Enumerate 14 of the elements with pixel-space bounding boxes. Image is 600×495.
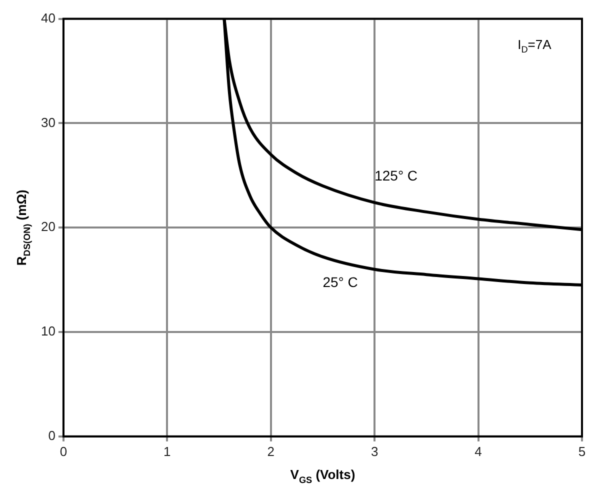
y-axis-title: RDS(ON) (mΩ)	[14, 190, 32, 266]
x-tick-label: 4	[474, 444, 482, 459]
series-label: 125° C	[374, 168, 418, 184]
x-tick-label: 5	[578, 444, 586, 459]
x-tick-label: 3	[370, 444, 378, 459]
x-tick-label: 0	[60, 444, 68, 459]
y-tick-label: 20	[40, 219, 56, 234]
x-tick-label: 2	[267, 444, 274, 459]
y-tick-label: 40	[40, 10, 56, 26]
y-tick-label: 30	[40, 114, 56, 130]
x-tick-label: 1	[164, 444, 171, 459]
y-tick-label: 0	[48, 428, 56, 443]
y-tick-label: 10	[40, 324, 56, 339]
series-label: 25° C	[322, 274, 358, 290]
